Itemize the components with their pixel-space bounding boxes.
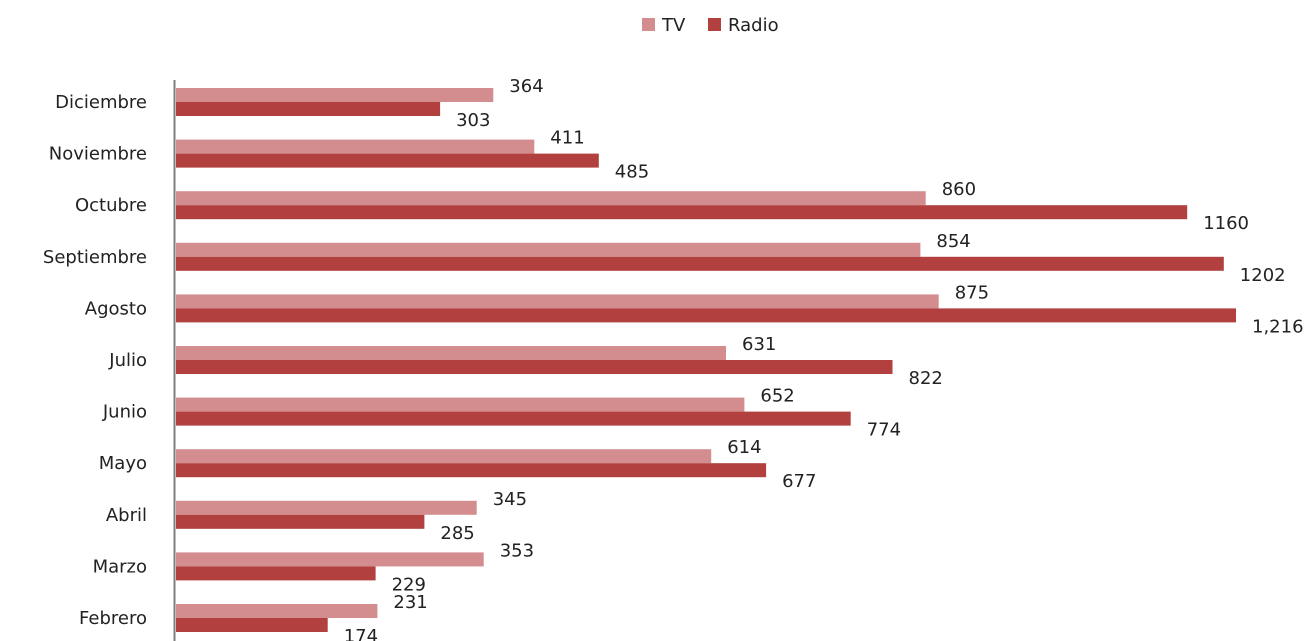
value-label-tv-agosto: 875 (955, 282, 989, 303)
value-label-tv-mayo: 614 (727, 437, 761, 458)
bar-tv-mayo (176, 449, 712, 464)
category-label-junio: Junio (102, 402, 147, 423)
value-label-radio-octubre: 1160 (1203, 213, 1249, 234)
bar-tv-septiembre (176, 242, 921, 257)
bar-tv-noviembre (176, 139, 535, 154)
category-label-febrero: Febrero (79, 608, 147, 629)
category-label-julio: Julio (108, 350, 147, 371)
category-label-abril: Abril (106, 505, 147, 526)
bar-radio-febrero (176, 618, 328, 632)
value-label-radio-mayo: 677 (782, 471, 816, 492)
value-label-radio-junio: 774 (867, 420, 901, 441)
bar-radio-abril (176, 514, 425, 529)
legend-swatch-radio (708, 18, 721, 31)
bar-tv-diciembre (176, 88, 494, 102)
bar-tv-agosto (176, 294, 939, 309)
bar-tv-julio (176, 346, 726, 360)
value-labels: 364 303 411 485 860 1160 854 1202 875 1,216 631 822… (344, 76, 1304, 641)
legend: TV Radio (642, 15, 779, 36)
bar-tv-junio (176, 397, 745, 412)
value-label-radio-febrero: 174 (344, 626, 378, 641)
bar-radio-junio (176, 411, 851, 426)
value-label-tv-septiembre: 854 (936, 231, 970, 252)
value-label-tv-abril: 345 (493, 489, 527, 510)
bar-radio-agosto (176, 308, 1236, 323)
value-label-radio-noviembre: 485 (615, 162, 649, 183)
value-label-tv-marzo: 353 (500, 540, 534, 561)
bar-tv-marzo (176, 552, 484, 567)
category-label-mayo: Mayo (99, 453, 147, 474)
bar-radio-mayo (176, 463, 767, 478)
value-label-tv-diciembre: 364 (509, 76, 543, 97)
category-label-agosto: Agosto (85, 298, 147, 319)
value-label-radio-diciembre: 303 (456, 110, 490, 131)
legend-swatch-tv (642, 18, 655, 31)
value-label-tv-julio: 631 (742, 334, 776, 355)
bar-tv-octubre (176, 191, 926, 206)
bar-radio-julio (176, 360, 893, 374)
bar-tv-abril (176, 500, 477, 515)
value-label-radio-agosto: 1,216 (1252, 316, 1304, 337)
bars (176, 88, 1236, 632)
bar-radio-octubre (176, 205, 1188, 220)
bar-tv-febrero (176, 604, 378, 618)
value-label-tv-noviembre: 411 (550, 128, 584, 149)
value-label-radio-abril: 285 (440, 523, 474, 544)
category-label-diciembre: Diciembre (55, 92, 147, 113)
bar-radio-septiembre (176, 256, 1224, 271)
value-label-tv-febrero: 231 (393, 592, 427, 613)
value-label-radio-julio: 822 (909, 368, 943, 389)
category-label-octubre: Octubre (75, 195, 147, 216)
bar-radio-noviembre (176, 153, 599, 168)
legend-label-radio: Radio (728, 15, 779, 36)
value-label-radio-septiembre: 1202 (1240, 265, 1286, 286)
category-label-noviembre: Noviembre (49, 144, 147, 165)
value-label-tv-junio: 652 (760, 386, 794, 407)
category-labels: Diciembre Noviembre Octubre Septiembre Agost… (43, 92, 147, 629)
value-label-tv-octubre: 860 (942, 179, 976, 200)
value-label-radio-marzo: 229 (392, 574, 426, 595)
bar-radio-marzo (176, 566, 376, 581)
category-label-marzo: Marzo (93, 556, 147, 577)
bar-radio-diciembre (176, 102, 441, 116)
legend-label-tv: TV (661, 15, 686, 36)
category-label-septiembre: Septiembre (43, 247, 147, 268)
